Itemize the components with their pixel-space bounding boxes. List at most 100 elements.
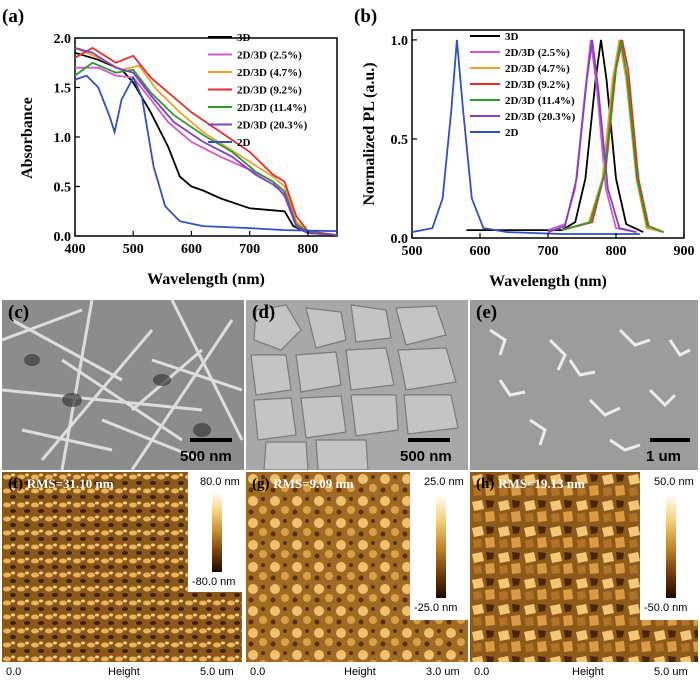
afm-g-colorbar: 25.0 nm -25.0 nm bbox=[410, 472, 468, 620]
afm-h-rms: RMS=19.13 nm bbox=[498, 476, 585, 491]
afm-h-colorbar-max: 50.0 nm bbox=[654, 476, 694, 488]
afm-h-colorbar-gradient bbox=[666, 494, 676, 598]
chart-b-ytick-label-2: 1.0 bbox=[391, 34, 409, 49]
chart-b-legend: 3D 2D/3D (2.5%) 2D/3D (4.7%) 2D/3D (9.2%) 2D… bbox=[470, 31, 576, 139]
chart-a-legend-label-4: 2D/3D (11.4%) bbox=[237, 102, 307, 114]
sem-d-scale-label: 500 nm bbox=[400, 448, 452, 465]
afm-h-colorbar: 50.0 nm -50.0 nm bbox=[640, 472, 698, 620]
chart-a-xtick-label-3: 700 bbox=[239, 242, 260, 257]
chart-b-line-4 bbox=[561, 39, 664, 233]
afm-f-axis-end: 5.0 um bbox=[200, 666, 234, 678]
chart-b-ytick-label-0: 0.0 bbox=[391, 232, 409, 247]
afm-f-letter: (f) bbox=[8, 476, 23, 492]
chart-b-xtick-label-2: 700 bbox=[538, 244, 559, 259]
afm-h-colorbar-min: -50.0 nm bbox=[644, 602, 688, 614]
chart-a-line-3 bbox=[74, 46, 338, 236]
chart-b-legend-label-1: 2D/3D (2.5%) bbox=[505, 47, 570, 59]
chart-b-xtick-label-4: 900 bbox=[674, 244, 695, 259]
sem-image-e: (e) 1 um bbox=[470, 300, 698, 470]
chart-b-ticks: 500 600 700 800 900 0.0 0.5 1.0 bbox=[391, 34, 695, 259]
chart-a-legend: 3D 2D/3D (2.5%) 2D/3D (4.7%) 2D/3D (9.2%) 2D… bbox=[208, 32, 308, 149]
afm-f-colorbar-min: -80.0 nm bbox=[192, 576, 236, 588]
chart-b-xlabel: Wavelength (nm) bbox=[489, 273, 607, 290]
chart-b-legend-label-5: 2D/3D (20.3%) bbox=[505, 111, 576, 123]
chart-b-xtick-label-0: 500 bbox=[402, 244, 423, 259]
afm-g-colorbar-gradient bbox=[436, 494, 446, 598]
sem-texture-grains bbox=[246, 300, 468, 470]
afm-h-axis-end: 5.0 um bbox=[654, 666, 688, 678]
sem-image-c: (c) 500 nm bbox=[2, 300, 244, 470]
sem-texture-nanorods bbox=[2, 300, 244, 470]
sem-c-scale-bar bbox=[190, 438, 232, 442]
sem-texture-flakes bbox=[470, 300, 698, 470]
chart-b-legend-label-6: 2D bbox=[505, 127, 519, 139]
chart-a-xlabel: Wavelength (nm) bbox=[147, 271, 265, 288]
chart-a-line-2 bbox=[74, 47, 338, 236]
chart-a-ytick-label-1: 0.5 bbox=[54, 181, 72, 196]
chart-b-xtick-label-1: 600 bbox=[470, 244, 491, 259]
afm-g-letter: (g) bbox=[252, 476, 270, 492]
chart-a-legend-label-0: 3D bbox=[237, 32, 251, 44]
afm-h-letter: (h) bbox=[476, 476, 495, 492]
afm-h-axis-title: Height bbox=[572, 666, 604, 678]
chart-a-series bbox=[74, 46, 338, 236]
afm-image-h: (h) RMS=19.13 nm 50.0 nm -50.0 nm bbox=[470, 472, 698, 662]
chart-a-legend-label-6: 2D bbox=[237, 137, 251, 149]
afm-f-colorbar-gradient bbox=[212, 492, 222, 572]
chart-a-legend-label-5: 2D/3D (20.3%) bbox=[237, 120, 308, 132]
chart-a-ytick-label-2: 1.0 bbox=[54, 131, 72, 146]
chart-a-legend-label-2: 2D/3D (4.7%) bbox=[237, 67, 302, 79]
afm-g-rms: RMS=9.09 nm bbox=[273, 476, 354, 491]
chart-b-line-3 bbox=[561, 39, 664, 233]
chart-b-ytick-label-1: 0.5 bbox=[391, 133, 409, 148]
sem-e-scale-bar bbox=[650, 438, 690, 442]
afm-image-f: (f) RMS=31.10 nm 80.0 nm -80.0 nm bbox=[2, 472, 242, 662]
chart-b-line-6 bbox=[411, 39, 640, 235]
chart-a-xtick-label-2: 600 bbox=[181, 242, 202, 257]
afm-f-axis-title: Height bbox=[108, 666, 140, 678]
chart-b-legend-label-3: 2D/3D (9.2%) bbox=[505, 79, 570, 91]
afm-g-colorbar-min: -25.0 nm bbox=[414, 602, 458, 614]
afm-image-g: (g) RMS=9.09 nm 25.0 nm -25.0 nm bbox=[246, 472, 468, 662]
sem-d-panel-label: (d) bbox=[252, 302, 276, 323]
chart-b-series bbox=[411, 39, 664, 235]
afm-g-axis-title: Height bbox=[344, 666, 376, 678]
afm-f-panel-label: (f) RMS=31.10 nm bbox=[8, 476, 114, 493]
chart-b-ylabel: Normalized PL (a.u.) bbox=[361, 62, 378, 205]
chart-a-panel-label: (a) bbox=[2, 6, 24, 27]
chart-a-absorbance: (a) 400 500 600 700 800 0.0 0.5 1.0 1.5 2.0 3D 2D/… bbox=[2, 6, 338, 288]
afm-g-colorbar-max: 25.0 nm bbox=[424, 476, 464, 488]
chart-b-panel-label: (b) bbox=[354, 6, 377, 27]
chart-a-line-6 bbox=[74, 74, 338, 232]
afm-h-panel-label: (h) RMS=19.13 nm bbox=[476, 476, 585, 493]
chart-a-legend-label-3: 2D/3D (9.2%) bbox=[237, 85, 302, 97]
chart-b-line-5 bbox=[547, 39, 637, 233]
chart-b-legend-label-4: 2D/3D (11.4%) bbox=[505, 95, 575, 107]
sem-e-scale-label: 1 um bbox=[646, 448, 682, 465]
sem-image-d: (d) 500 nm bbox=[246, 300, 468, 470]
sem-d-scale-bar bbox=[408, 438, 450, 442]
chart-a-line-5 bbox=[74, 47, 338, 236]
chart-b-line-0 bbox=[466, 39, 644, 233]
afm-f-rms: RMS=31.10 nm bbox=[26, 476, 114, 491]
afm-f-colorbar-max: 80.0 nm bbox=[200, 476, 240, 488]
chart-a-ticks: 400 500 600 700 800 0.0 0.5 1.0 1.5 2.0 bbox=[54, 32, 319, 257]
chart-a-ytick-label-4: 2.0 bbox=[54, 32, 72, 47]
sem-c-scale-label: 500 nm bbox=[180, 448, 232, 465]
chart-b-legend-label-2: 2D/3D (4.7%) bbox=[505, 63, 570, 75]
chart-b-line-2 bbox=[561, 39, 664, 233]
chart-a-xtick-label-4: 800 bbox=[297, 242, 318, 257]
chart-b-xtick-label-3: 800 bbox=[606, 244, 627, 259]
chart-a-line-0 bbox=[74, 51, 338, 236]
chart-a-ytick-label-0: 0.0 bbox=[54, 230, 72, 245]
afm-f-axis-start: 0.0 bbox=[6, 666, 22, 678]
chart-b-normalized-pl: (b) 500 600 700 800 900 0.0 0.5 1.0 3D 2D/3D (2.… bbox=[354, 6, 695, 290]
afm-f-colorbar: 80.0 nm -80.0 nm bbox=[188, 472, 242, 592]
chart-b-legend-label-0: 3D bbox=[505, 31, 519, 43]
chart-a-ylabel: Absorbance bbox=[19, 97, 36, 179]
sem-c-panel-label: (c) bbox=[8, 302, 30, 323]
afm-g-axis-start: 0.0 bbox=[250, 666, 266, 678]
chart-a-legend-label-1: 2D/3D (2.5%) bbox=[237, 50, 302, 62]
chart-a-xtick-label-0: 400 bbox=[65, 242, 86, 257]
